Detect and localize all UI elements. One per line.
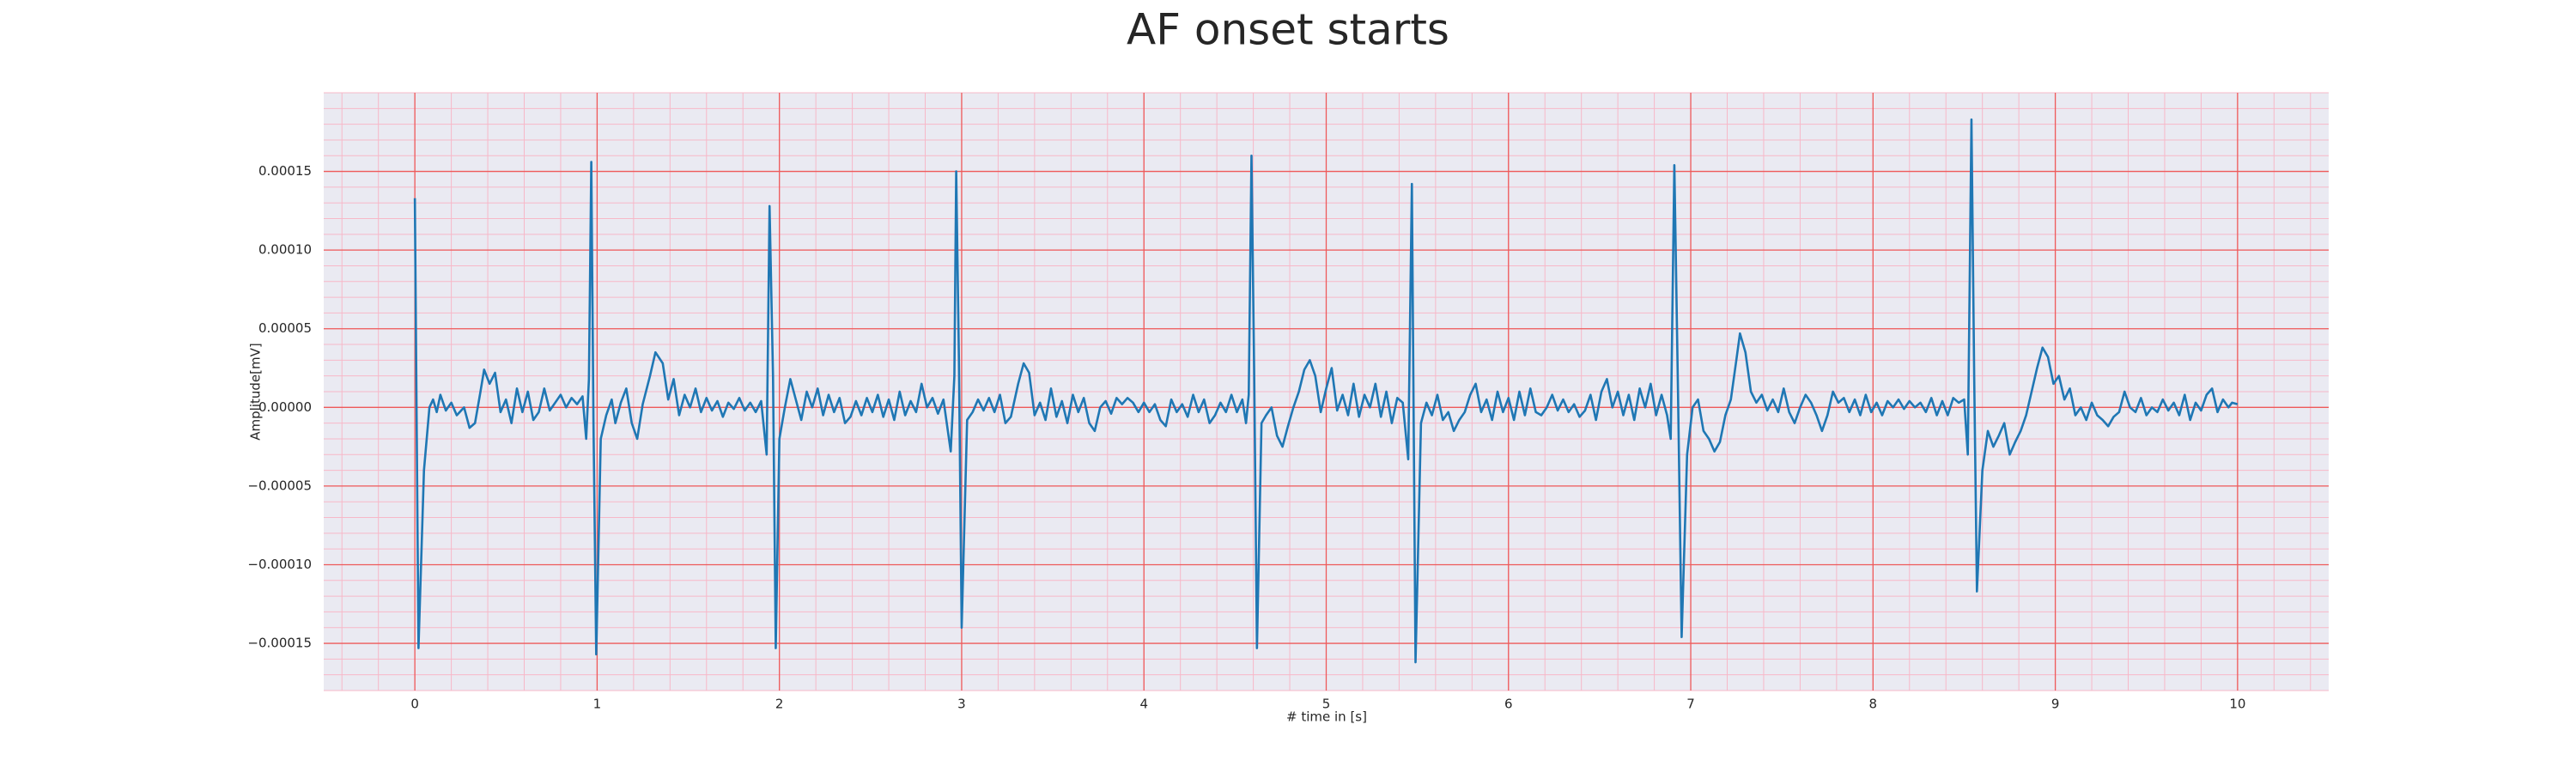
chart-title: AF onset starts xyxy=(1127,5,1449,55)
y-tick-label: 0.00010 xyxy=(258,242,312,258)
y-tick-label: 0.00005 xyxy=(258,320,312,336)
x-tick-label: 3 xyxy=(957,697,966,712)
x-tick-label: 2 xyxy=(775,697,784,712)
y-tick-label: −0.00010 xyxy=(247,557,312,572)
x-tick-label: 10 xyxy=(2229,697,2245,712)
y-axis-label: Amplitude[mV] xyxy=(248,343,264,440)
x-tick-label: 1 xyxy=(593,697,602,712)
x-tick-label: 5 xyxy=(1322,697,1331,712)
y-tick-label: −0.00015 xyxy=(247,636,312,651)
x-tick-label: 6 xyxy=(1504,697,1513,712)
x-tick-label: 7 xyxy=(1686,697,1695,712)
x-axis-label: # time in [s] xyxy=(1286,709,1367,725)
y-tick-label: 0.00015 xyxy=(258,163,312,179)
x-tick-label: 8 xyxy=(1869,697,1878,712)
x-tick-label: 0 xyxy=(410,697,419,712)
x-tick-label: 4 xyxy=(1139,697,1148,712)
signal-line xyxy=(413,118,2239,664)
x-tick-label: 9 xyxy=(2051,697,2060,712)
marks xyxy=(413,118,2239,664)
y-tick-label: −0.00005 xyxy=(247,478,312,493)
y-tick-label: 0.00000 xyxy=(258,399,312,415)
